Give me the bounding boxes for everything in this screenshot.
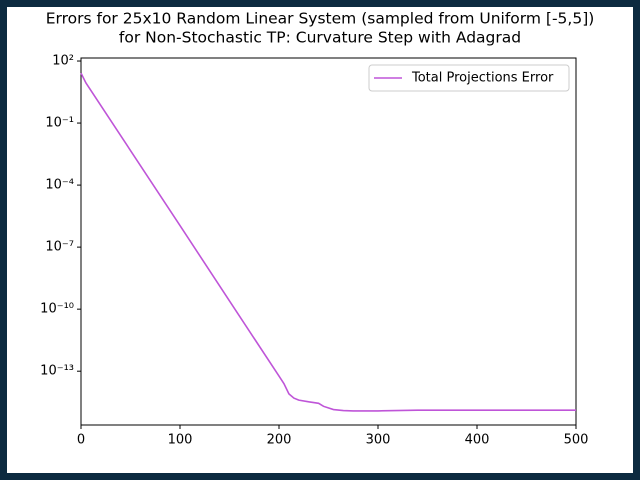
plot-frame <box>80 57 577 426</box>
x-tick-label: 200 <box>267 433 292 448</box>
chart-title: for Non-Stochastic TP: Curvature Step wi… <box>119 29 521 47</box>
legend-box <box>368 64 570 92</box>
x-tick-label: 0 <box>77 433 85 448</box>
y-tick-label: 10⁻⁴ <box>45 178 74 193</box>
y-tick-label: 10² <box>52 54 74 69</box>
x-tick-label: 300 <box>366 433 391 448</box>
legend-label: Total Projections Error <box>411 71 554 86</box>
y-tick-label: 10⁻⁷ <box>45 240 74 255</box>
x-tick-label: 400 <box>465 433 490 448</box>
data-line <box>80 72 576 412</box>
y-tick-label: 10⁻¹⁰ <box>40 302 74 317</box>
x-tick-label: 500 <box>564 433 589 448</box>
chart-title: Errors for 25x10 Random Linear System (s… <box>46 10 595 28</box>
y-tick-label: 10⁻¹ <box>45 116 74 131</box>
y-tick-label: 10⁻¹³ <box>40 364 74 379</box>
x-tick-label: 100 <box>168 433 193 448</box>
